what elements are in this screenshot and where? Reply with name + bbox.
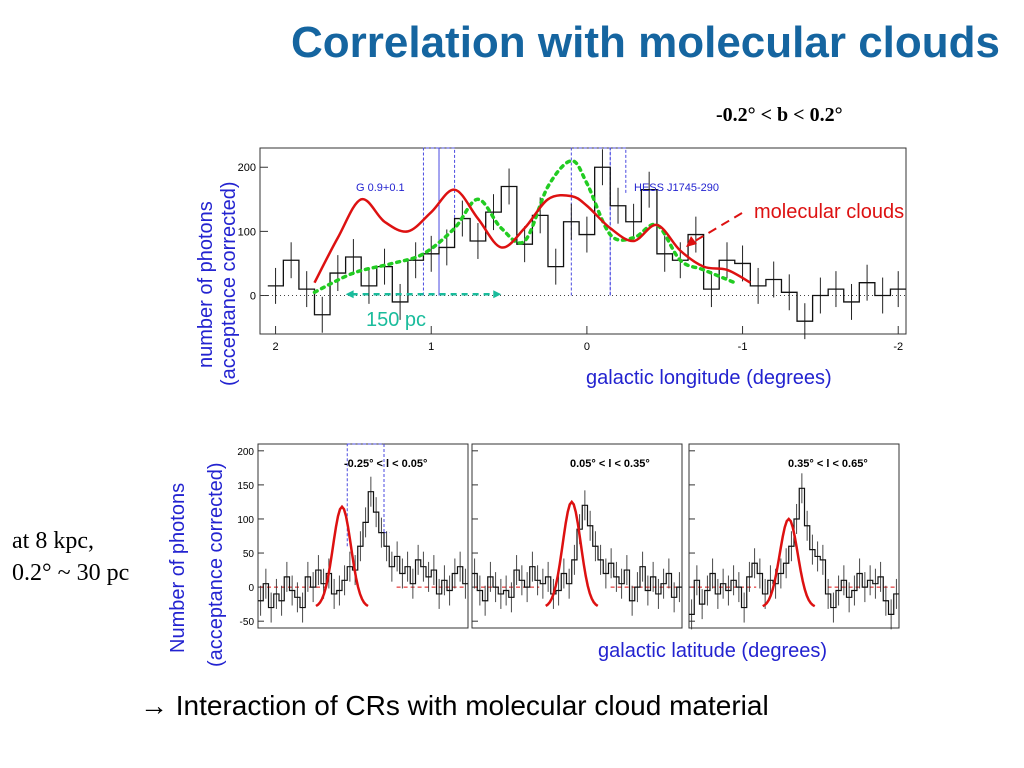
longitude-plot-area: 0 100 200 2 1 0 -1 -2 bbox=[238, 147, 906, 353]
scale-bar-label: 150 pc bbox=[366, 309, 426, 331]
longitude-chart: number of photons (acceptance corrected)… bbox=[195, 147, 907, 389]
masked-region-line bbox=[570, 147, 611, 296]
photon-histogram bbox=[472, 504, 682, 602]
y-tick-label: 100 bbox=[238, 226, 256, 238]
photon-histogram bbox=[267, 166, 906, 322]
distance-note-line2: 0.2° ~ 30 pc bbox=[12, 560, 130, 586]
arrow-icon: → bbox=[140, 691, 168, 722]
plot-frame bbox=[259, 147, 907, 335]
masked-region-line bbox=[422, 147, 440, 296]
conclusion-label: Interaction of CRs with molecular cloud … bbox=[175, 690, 769, 721]
scale-bar-arrowhead-right bbox=[493, 290, 502, 299]
conclusion-text: → Interaction of CRs with molecular clou… bbox=[140, 690, 769, 723]
molecular-clouds-arrow bbox=[689, 212, 743, 245]
x-tick-label: 0 bbox=[584, 341, 590, 353]
distance-note-line1: at 8 kpc, bbox=[12, 528, 94, 554]
y-axis-label-line1: Number of photons bbox=[167, 483, 189, 653]
molecular-cloud-curve bbox=[312, 159, 737, 295]
photon-histogram bbox=[258, 491, 468, 609]
y-tick-label: -50 bbox=[240, 617, 255, 628]
y-axis-label-line2: (acceptance corrected) bbox=[205, 462, 227, 667]
model-curve bbox=[313, 188, 751, 284]
x-tick-label: -2 bbox=[893, 341, 903, 353]
y-tick-label: 0 bbox=[248, 583, 254, 594]
y-tick-label: 0 bbox=[250, 291, 256, 303]
masked-region-line bbox=[609, 147, 627, 296]
panel-label-3: 0.35° < l < 0.65° bbox=[788, 458, 868, 470]
latitude-plot-area: -50 0 50 100 150 200 bbox=[237, 443, 900, 630]
x-axis-label: galactic longitude (degrees) bbox=[586, 367, 832, 389]
x-axis-label: galactic latitude (degrees) bbox=[598, 640, 827, 662]
y-tick-label: 50 bbox=[243, 549, 255, 560]
panel-label-1: -0.25° < l < 0.05° bbox=[344, 458, 427, 470]
masked-region-line bbox=[438, 147, 456, 296]
photon-histogram bbox=[689, 487, 899, 615]
source-label-hess: HESS J1745-290 bbox=[634, 182, 719, 194]
gaussian-fit-curve bbox=[762, 517, 816, 608]
scale-bar-arrowhead-left bbox=[345, 290, 354, 299]
y-tick-label: 150 bbox=[237, 481, 254, 492]
y-axis-label-line2: (acceptance corrected) bbox=[218, 181, 240, 386]
gaussian-fit-curve bbox=[545, 499, 599, 607]
gaussian-fit-curve bbox=[315, 504, 369, 608]
latitude-chart: Number of photons (acceptance corrected)… bbox=[167, 443, 900, 667]
panel-frame bbox=[471, 443, 683, 629]
latitude-range-label: -0.2° < b < 0.2° bbox=[716, 104, 843, 126]
y-tick-label: 200 bbox=[238, 162, 256, 174]
molecular-clouds-label: molecular clouds bbox=[754, 201, 904, 223]
x-tick-label: 2 bbox=[273, 341, 279, 353]
source-label-g09: G 0.9+0.1 bbox=[356, 182, 405, 194]
molecular-clouds-arrowhead bbox=[686, 236, 697, 247]
distance-note: at 8 kpc, 0.2° ~ 30 pc bbox=[12, 525, 129, 589]
x-tick-label: 1 bbox=[428, 341, 434, 353]
panel-label-2: 0.05° < l < 0.35° bbox=[570, 458, 650, 470]
y-tick-label: 200 bbox=[237, 447, 254, 458]
x-tick-label: -1 bbox=[738, 341, 748, 353]
y-axis-label-line1: number of photons bbox=[195, 201, 217, 368]
y-tick-label: 100 bbox=[237, 515, 254, 526]
panel-frame bbox=[688, 443, 900, 629]
slide-title: Correlation with molecular clouds bbox=[290, 18, 1000, 67]
